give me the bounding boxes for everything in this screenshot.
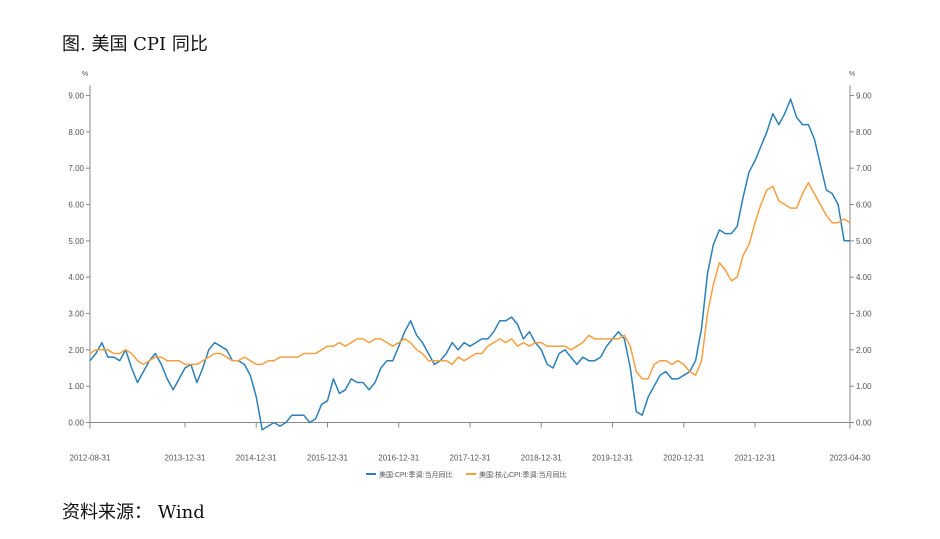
- series-line-core-cpi: [89, 181, 851, 380]
- right-y-tick-label: 8.00: [856, 128, 872, 137]
- right-y-tick-label: 7.00: [856, 164, 872, 173]
- legend-label-headline: 美国:CPI:季调:当月同比: [379, 470, 453, 479]
- left-y-tick-label: 3.00: [68, 310, 84, 319]
- x-tick-label: 2018-12-31: [521, 454, 562, 463]
- right-y-tick-label: 2.00: [856, 346, 872, 355]
- x-tick-label: 2023-04-30: [830, 454, 871, 463]
- right-y-tick-label: 3.00: [856, 310, 872, 319]
- left-y-tick-label: 0.00: [68, 419, 84, 428]
- series-line-headline-cpi: [89, 98, 850, 431]
- legend-label-core: 美国:核心CPI:季调:当月同比: [479, 470, 567, 479]
- x-tick-label: 2012-08-31: [70, 454, 111, 463]
- data-source: 资料来源： Wind: [62, 502, 205, 523]
- x-tick-label: 2020-12-31: [663, 454, 704, 463]
- left-y-tick-label: 7.00: [68, 164, 84, 173]
- x-tick-label: 2016-12-31: [378, 454, 419, 463]
- legend: 美国:CPI:季调:当月同比 美国:核心CPI:季调:当月同比: [366, 470, 567, 479]
- left-y-tick-label: 2.00: [68, 346, 84, 355]
- right-y-tick-label: 5.00: [856, 237, 872, 246]
- left-y-tick-label: 6.00: [68, 201, 84, 210]
- axes: 0.00 0.00 1.00 1.00 2.00 2.00 3.00 3.00 4.00 4.00…: [68, 85, 872, 463]
- right-y-tick-label: 0.00: [856, 419, 872, 428]
- left-axis-unit: %: [82, 71, 88, 78]
- right-axis-unit: %: [849, 71, 855, 78]
- x-tick-label: 2014-12-31: [236, 454, 277, 463]
- left-y-tick-label: 8.00: [68, 128, 84, 137]
- x-tick-label: 2017-12-31: [450, 454, 491, 463]
- right-y-tick-label: 6.00: [856, 201, 872, 210]
- left-y-tick-label: 4.00: [68, 273, 84, 282]
- x-tick-label: 2021-12-31: [735, 454, 776, 463]
- right-y-tick-label: 4.00: [856, 273, 872, 282]
- right-y-tick-label: 9.00: [856, 92, 872, 101]
- series-lines: [89, 98, 851, 431]
- left-y-tick-label: 1.00: [68, 382, 84, 391]
- x-tick-label: 2015-12-31: [307, 454, 348, 463]
- x-tick-label: 2019-12-31: [592, 454, 633, 463]
- x-tick-label: 2013-12-31: [165, 454, 206, 463]
- left-y-tick-label: 9.00: [68, 92, 84, 101]
- right-y-tick-label: 1.00: [856, 382, 872, 391]
- chart-title: 图. 美国 CPI 同比: [62, 34, 208, 55]
- left-y-tick-label: 5.00: [68, 237, 84, 246]
